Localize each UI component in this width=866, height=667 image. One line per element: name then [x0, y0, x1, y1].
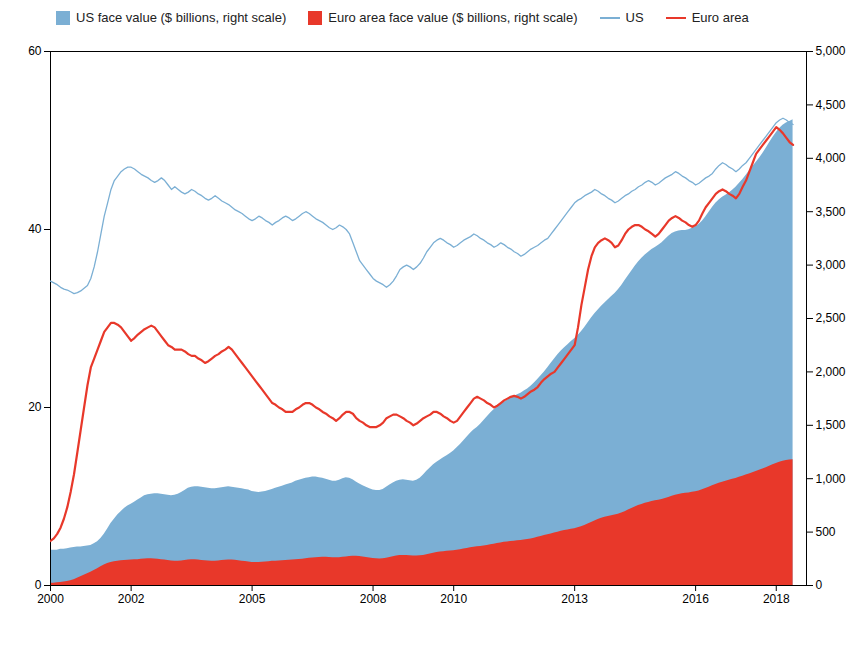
svg-text:500: 500 — [816, 525, 836, 539]
svg-text:0: 0 — [816, 578, 823, 592]
svg-text:2005: 2005 — [239, 592, 266, 606]
svg-text:3,000: 3,000 — [816, 258, 846, 272]
svg-text:60: 60 — [28, 44, 42, 58]
svg-text:2018: 2018 — [763, 592, 790, 606]
svg-text:2,500: 2,500 — [816, 311, 846, 325]
svg-text:2010: 2010 — [440, 592, 467, 606]
html-text:Euro area: Euro area — [691, 10, 749, 25]
html-text:Euro area face value ($ billio: Euro area face value ($ billions, right … — [328, 10, 578, 25]
html-text:US face value ($ billions, rig: US face value ($ billions, right scale) — [76, 10, 287, 25]
svg-text:3,500: 3,500 — [816, 205, 846, 219]
svg-text:20: 20 — [28, 400, 42, 414]
svg-text:2,000: 2,000 — [816, 365, 846, 379]
svg-text:2013: 2013 — [561, 592, 588, 606]
svg-text:5,000: 5,000 — [816, 44, 846, 58]
svg-text:4,000: 4,000 — [816, 151, 846, 165]
svg-text:0: 0 — [35, 578, 42, 592]
svg-text:2008: 2008 — [360, 592, 387, 606]
svg-text:40: 40 — [28, 222, 42, 236]
html-text:US: US — [625, 10, 644, 25]
svg-text:4,500: 4,500 — [816, 98, 846, 112]
svg-text:1,500: 1,500 — [816, 418, 846, 432]
svg-text:1,000: 1,000 — [816, 472, 846, 486]
svg-text:2000: 2000 — [37, 592, 64, 606]
svg-text:2016: 2016 — [682, 592, 709, 606]
svg-text:2002: 2002 — [118, 592, 145, 606]
